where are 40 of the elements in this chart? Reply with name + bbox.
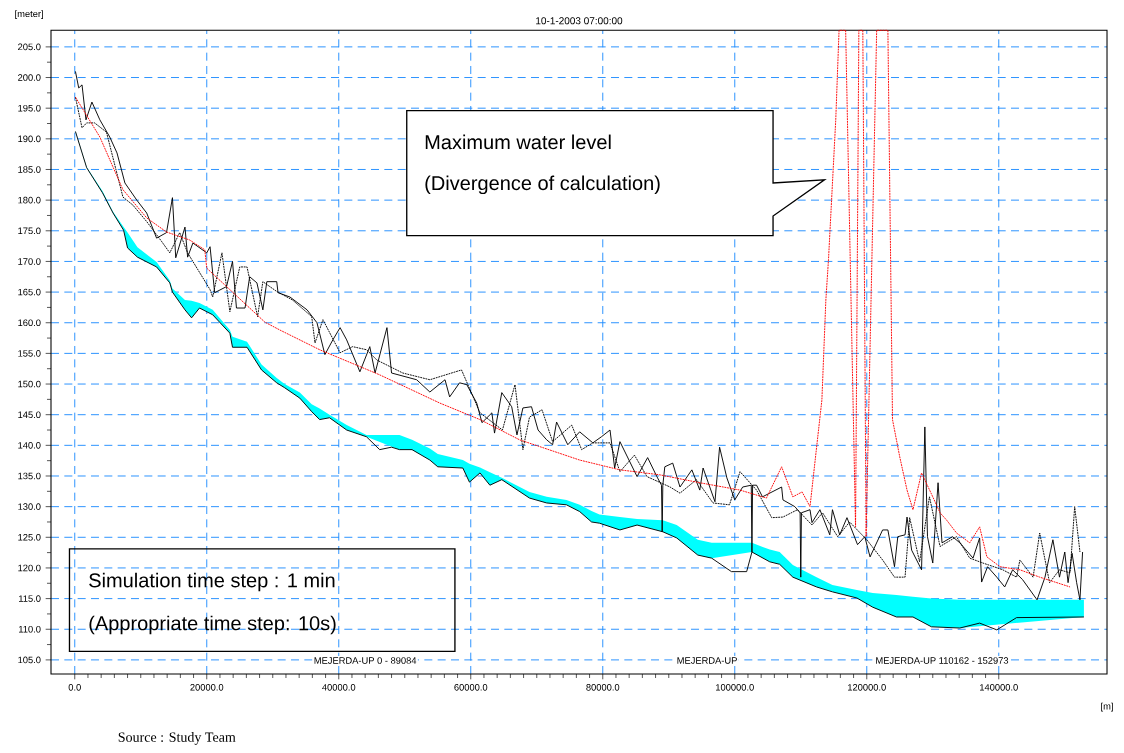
y-tick-label: 130.0 — [18, 503, 41, 510]
x-axis-title: [m] — [1101, 702, 1113, 712]
y-tick-label: 200.0 — [18, 74, 41, 81]
source-note: Source : Study Team — [118, 732, 236, 745]
y-tick-label: 195.0 — [18, 104, 41, 112]
annotation: (Divergence of calculation) — [425, 175, 660, 195]
annotation: MEJERDA-UP 0 - 89084 — [314, 657, 417, 664]
chart-title: 10-1-2003 07:00:00 — [536, 17, 623, 25]
x-tick-label: 80000.0 — [586, 684, 620, 691]
y-tick-label: 190.0 — [18, 135, 41, 143]
annotation: MEJERDA-UP 110162 - 152973 — [876, 657, 1009, 664]
y-tick-label: 140.0 — [18, 442, 41, 449]
y-tick-label: 165.0 — [18, 288, 41, 296]
annotation: Simulation time step : 1 min — [89, 572, 335, 592]
y-tick-label: 105.0 — [18, 656, 41, 664]
annotation: (Appropriate time step: 10s) — [89, 615, 336, 635]
y-tick-label: 175.0 — [18, 227, 41, 235]
y-tick-label: 180.0 — [18, 196, 41, 204]
y-tick-label: 125.0 — [18, 534, 41, 541]
x-tick-label: 0.0 — [68, 684, 81, 691]
y-tick-label: 185.0 — [18, 166, 41, 173]
y-tick-label: 160.0 — [18, 319, 41, 327]
y-tick-label: 110.0 — [19, 625, 41, 633]
y-axis-title: [meter] — [15, 10, 43, 19]
x-tick-label: 60000.0 — [454, 684, 488, 691]
annotation: MEJERDA-UP — [677, 657, 737, 664]
annotation: Maximum water level — [425, 134, 611, 150]
y-tick-label: 145.0 — [18, 411, 41, 418]
x-tick-label: 140000.0 — [980, 684, 1018, 691]
x-tick-label: 20000.0 — [190, 684, 224, 691]
y-tick-label: 120.0 — [18, 564, 41, 572]
x-tick-label: 100000.0 — [716, 684, 754, 691]
y-tick-label: 115.0 — [19, 595, 41, 602]
x-tick-label: 120000.0 — [848, 684, 886, 691]
y-tick-label: 135.0 — [18, 472, 41, 480]
y-tick-label: 170.0 — [18, 258, 41, 265]
y-tick-label: 150.0 — [18, 380, 41, 388]
y-tick-label: 205.0 — [18, 43, 41, 51]
x-tick-label: 40000.0 — [322, 684, 356, 691]
y-tick-label: 155.0 — [18, 350, 41, 357]
